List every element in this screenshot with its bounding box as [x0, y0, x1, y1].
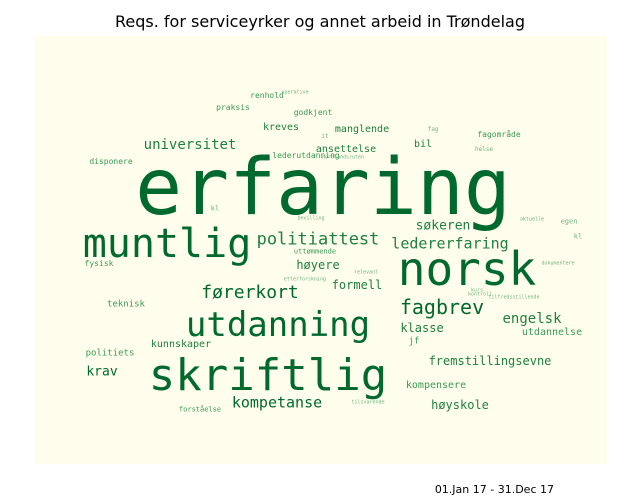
- word-ansettelse: ansettelse: [315, 144, 377, 155]
- word-søkeren: søkeren: [415, 218, 471, 234]
- word-etterforskning: etterforskning: [283, 276, 327, 283]
- word-kontroll: kontroll: [467, 291, 493, 298]
- word-norsk: norsk: [397, 242, 537, 296]
- word-erfaring: erfaring: [135, 143, 511, 233]
- word-forståelse: forståelse: [178, 405, 222, 414]
- word-høyskole: høyskole: [431, 398, 489, 412]
- word-godkjent: godkjent: [293, 108, 333, 117]
- word-renhold: renhold: [250, 91, 284, 100]
- word-lederutdanning: lederutdanning: [272, 151, 340, 160]
- word-operative: operative: [281, 89, 309, 96]
- word-tilfredsstillende: tilfredsstillende: [488, 294, 540, 301]
- word-tilsvarende: tilsvarende: [351, 399, 385, 406]
- word-skriftlig: skriftlig: [148, 350, 388, 401]
- word-teknisk: teknisk: [107, 299, 145, 310]
- word-utdannelse: utdannelse: [521, 327, 583, 338]
- word-bevilling: bevilling: [297, 215, 325, 222]
- word-cloud-words: erfaring muntlig norsk skriftlig utdanning fa…: [35, 36, 607, 464]
- word-kl: kl: [210, 204, 220, 213]
- word-fremstillingsevne: fremstillingsevne: [428, 354, 552, 368]
- word-ledererfaring: ledererfaring: [391, 234, 509, 253]
- word-helse: helse: [474, 146, 494, 153]
- word-manglende: manglende: [334, 124, 390, 135]
- word-uttømmende: uttømmende: [293, 247, 337, 256]
- word-cloud: erfaring muntlig norsk skriftlig utdanning fa…: [35, 36, 607, 496]
- word-kompensere: kompensere: [405, 380, 467, 391]
- word-engelsk: engelsk: [502, 311, 562, 327]
- word-relevant: relevant: [353, 269, 379, 276]
- word-jf: jf: [408, 336, 420, 347]
- chart-title: Reqs. for serviceyrker og annet arbeid i…: [115, 12, 525, 31]
- word-politiattest: politiattest: [256, 229, 380, 250]
- word-førerkort: førerkort: [201, 282, 299, 303]
- word-kreves: kreves: [262, 122, 300, 133]
- date-range: 01.Jan 17 - 31.Dec 17: [434, 483, 554, 496]
- word-egen: egen: [560, 217, 578, 226]
- word-praksis: praksis: [216, 103, 250, 112]
- word-disponere: disponere: [89, 157, 133, 166]
- word-universitet: universitet: [143, 137, 237, 153]
- word-klasse: klasse: [400, 321, 444, 335]
- word-kurs: kurs: [470, 287, 484, 294]
- word-nordlandsruten: nordlandsruten: [321, 154, 365, 161]
- word-bil: bil: [413, 139, 433, 150]
- word-fag: fag: [427, 126, 439, 133]
- word-fagbrev: fagbrev: [399, 295, 485, 319]
- word-aktuelle: aktuelle: [519, 216, 545, 223]
- word-kl: kl: [573, 232, 583, 241]
- word-kompetanse: kompetanse: [231, 393, 323, 412]
- word-krav: krav: [86, 364, 118, 380]
- word-fysisk: fysisk: [84, 259, 114, 268]
- word-utdanning: utdanning: [185, 305, 371, 345]
- word-høyere: høyere: [296, 258, 340, 272]
- word-kunnskaper: kunnskaper: [150, 339, 212, 350]
- word-muntlig: muntlig: [82, 221, 252, 267]
- word-formell: formell: [331, 278, 383, 292]
- word-politiets: politiets: [85, 348, 135, 359]
- word-fagområde: fagområde: [477, 130, 521, 139]
- word-it: it: [321, 133, 329, 140]
- word-dokumentere: dokumentere: [541, 260, 575, 267]
